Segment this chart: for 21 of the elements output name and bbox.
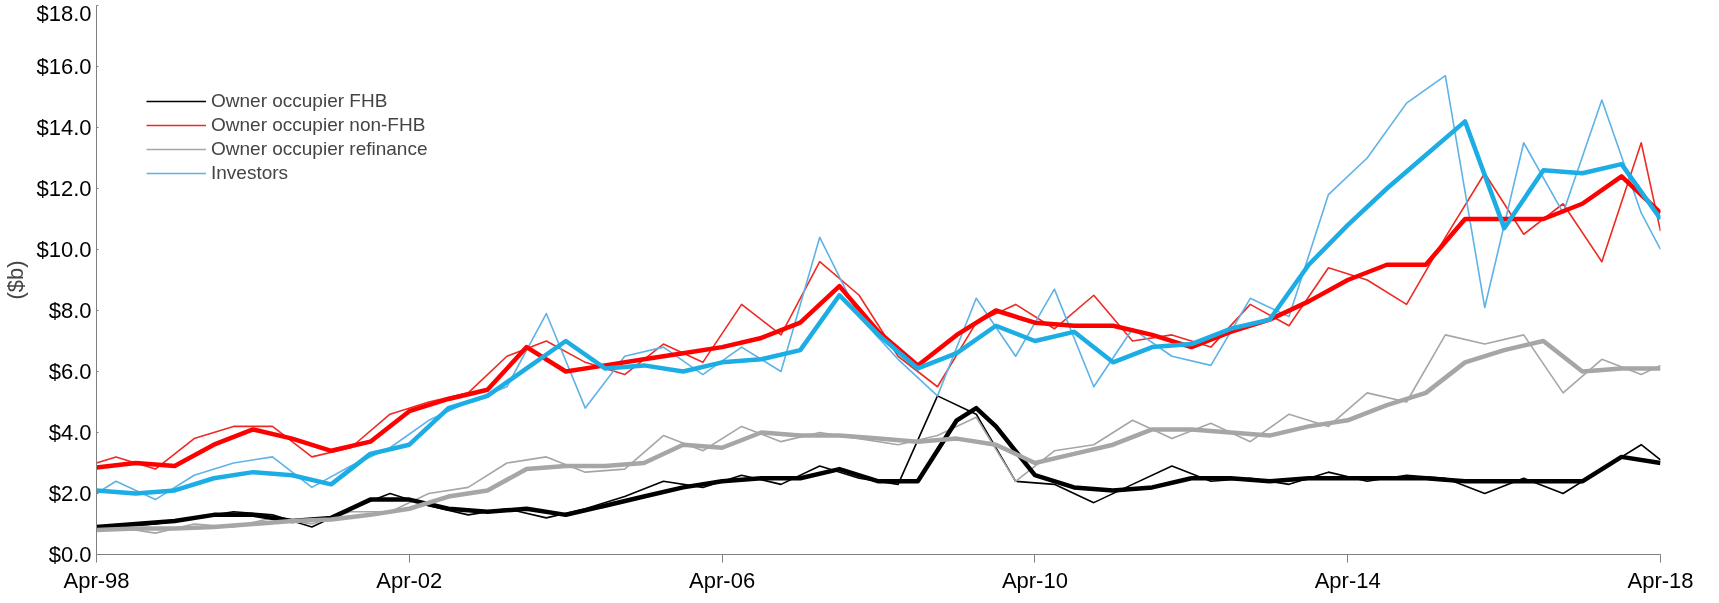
x-tick-label: Apr-06 (689, 567, 756, 593)
x-tick-label: Apr-02 (376, 567, 443, 593)
x-tick-label: Apr-18 (1627, 567, 1694, 593)
x-tick-label: Apr-14 (1314, 567, 1381, 593)
y-tick-label: $8.0 (48, 298, 92, 323)
legend-label: Owner occupier FHB (211, 90, 388, 112)
y-tick-label: $4.0 (48, 420, 92, 445)
y-tick-label: $6.0 (48, 359, 92, 384)
y-tick-label: $16.0 (36, 54, 92, 79)
y-tick-label: $14.0 (36, 115, 92, 140)
legend-label: Owner occupier non-FHB (211, 114, 426, 136)
y-tick-label: $2.0 (48, 481, 92, 506)
y-tick-label: $18.0 (36, 0, 92, 26)
legend-label: Owner occupier refinance (211, 138, 428, 160)
y-tick-label: $0.0 (48, 542, 92, 567)
y-tick-label: $12.0 (36, 176, 92, 201)
y-axis-title: ($b) (3, 260, 29, 300)
legend-label: Investors (211, 162, 289, 184)
x-tick-label: Apr-10 (1001, 567, 1068, 593)
x-tick-label: Apr-98 (63, 567, 130, 593)
y-tick-label: $10.0 (36, 237, 92, 262)
